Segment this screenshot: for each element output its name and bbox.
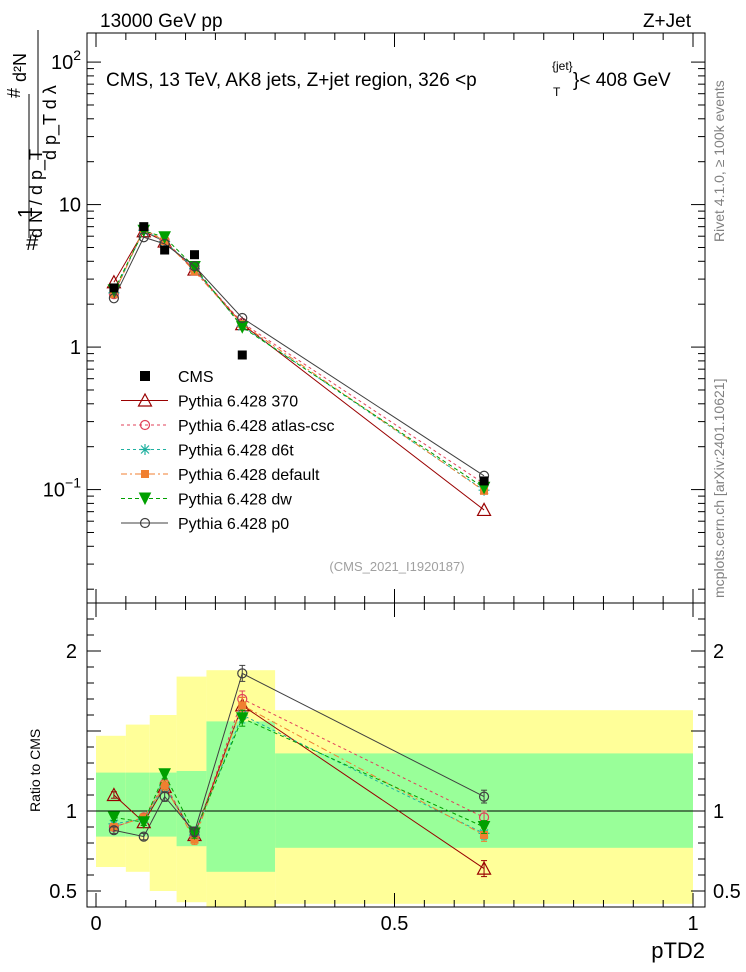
legend-marker-4 — [138, 492, 152, 506]
ylabel-hash-inner: # — [4, 88, 24, 98]
legend-marker-2 — [139, 444, 151, 455]
main-y-tick-label: 10 — [59, 195, 81, 217]
legend-label-2: Pythia 6.428 d6t — [178, 443, 294, 460]
green-band-segment — [206, 721, 276, 872]
series-5-point — [108, 293, 120, 304]
ratio-series-4-point — [137, 816, 151, 829]
cms-data-point — [237, 350, 247, 360]
ratio-series-5-point — [189, 826, 200, 837]
ratio-series-5-point — [138, 831, 149, 842]
ylabel-denominator: d N / d p_T — [26, 149, 47, 238]
cms-data-point — [160, 245, 170, 255]
legend-cms-label: CMS — [178, 369, 214, 386]
ratio-series-5-point — [478, 791, 490, 802]
series-line-5 — [113, 236, 485, 477]
axes-frames — [86, 32, 706, 908]
cms-data-point — [190, 250, 200, 260]
series-4-point — [158, 231, 171, 244]
ylabel-dpt-dlambda: d p_T d λ — [40, 85, 61, 160]
x-tick-label: 0 — [90, 913, 101, 935]
ratio-series-3-point — [160, 781, 169, 790]
cms-data-point — [139, 222, 149, 232]
series-5-point — [237, 312, 248, 324]
ratio-series-0-point — [106, 787, 122, 802]
legend-label-4: Pythia 6.428 dw — [178, 492, 292, 509]
ratio-y-tick-label: 0.5 — [49, 881, 77, 903]
legend-marker-3 — [141, 470, 149, 478]
series-5-point — [189, 261, 200, 272]
ratio-y-tick-label-right: 1 — [713, 801, 724, 823]
ratio-y-tick-label: 2 — [66, 641, 77, 663]
ratio-series-0-point — [476, 860, 492, 875]
ratio-series-5-point — [159, 791, 170, 802]
ratio-y-tick-label-right: 2 — [713, 641, 724, 663]
ratio-y-tick-label: 1 — [66, 801, 77, 823]
x-axis-label: pTD2 — [651, 938, 705, 963]
cms-data-point — [479, 476, 489, 486]
ratio-y-tick-label-right: 0.5 — [713, 881, 741, 903]
ratio-panel-frame — [86, 602, 706, 908]
main-y-axis-label: # 1 d N / d p_T # d²N d p_T d λ — [4, 30, 61, 255]
ratio-series-5-point — [108, 825, 120, 836]
ratio-panel-series — [106, 664, 492, 878]
series-4-point — [235, 321, 249, 334]
title-subscript: T — [553, 85, 561, 99]
ratio-line-4 — [113, 717, 485, 835]
ratio-uncertainty-bands — [87, 670, 705, 907]
ratio-series-4-point — [235, 712, 249, 725]
ratio-series-4-point — [158, 768, 171, 781]
ratio-series-4-point — [107, 811, 121, 825]
ratio-y-axis-label: Ratio to CMS — [27, 729, 43, 812]
cms-data-points — [109, 222, 489, 486]
legend-label-3: Pythia 6.428 default — [178, 467, 320, 484]
x-tick-label: 1 — [687, 913, 698, 935]
main-y-tick-label: 102 — [51, 47, 81, 74]
header-process: Z+Jet — [643, 11, 692, 32]
mcplots-credit: mcplots.cern.ch [arXiv:2401.10621] — [711, 379, 727, 598]
main-y-tick-label: 10−1 — [43, 475, 81, 502]
plot-title: CMS, 13 TeV, AK8 jets, Z+jet region, 326… — [106, 59, 671, 99]
legend-marker-5 — [139, 517, 151, 529]
header-energy: 13000 GeV pp — [100, 11, 223, 32]
ratio-series-3-point — [480, 831, 489, 839]
rivet-version-label: Rivet 4.1.0, ≥ 100k events — [711, 80, 727, 242]
title-superscript: {jet} — [552, 59, 573, 73]
ratio-series-5-point — [237, 668, 248, 679]
cms-data-point — [109, 283, 119, 293]
x-tick-label: 0.5 — [381, 913, 409, 935]
legend: CMS Pythia 6.428 370 Pythia 6.428 atlas-cs… — [121, 369, 335, 533]
ratio-line-3 — [113, 704, 485, 842]
title-tail: }< 408 GeV — [573, 70, 671, 91]
ylabel-prefix-one: 1 — [15, 207, 37, 218]
analysis-watermark: (CMS_2021_I1920187) — [329, 559, 464, 574]
ratio-line-2 — [113, 714, 485, 837]
main-y-tick-label: 1 — [70, 337, 81, 359]
legend-label-1: Pythia 6.428 atlas-csc — [178, 418, 335, 435]
axis-ticks: 0 0.5 1 10−1 1 10 102 0.5 0.5 1 1 2 2 — [43, 33, 741, 935]
series-5-point — [138, 232, 149, 243]
series-line-1 — [113, 228, 485, 485]
legend-cms-marker — [140, 371, 150, 381]
legend-label-5: Pythia 6.428 p0 — [178, 516, 289, 533]
series-line-3 — [113, 228, 485, 492]
series-0-point — [476, 502, 492, 517]
ratio-series-3-point — [238, 701, 247, 710]
series-line-4 — [113, 230, 485, 489]
legend-label-0: Pythia 6.428 370 — [178, 394, 298, 411]
title-main: CMS, 13 TeV, AK8 jets, Z+jet region, 326… — [106, 70, 477, 91]
legend-marker-0 — [137, 392, 153, 407]
legend-marker-1 — [139, 419, 151, 431]
ratio-series-4-point — [477, 821, 491, 834]
ylabel-d2n: d²N — [10, 53, 30, 82]
